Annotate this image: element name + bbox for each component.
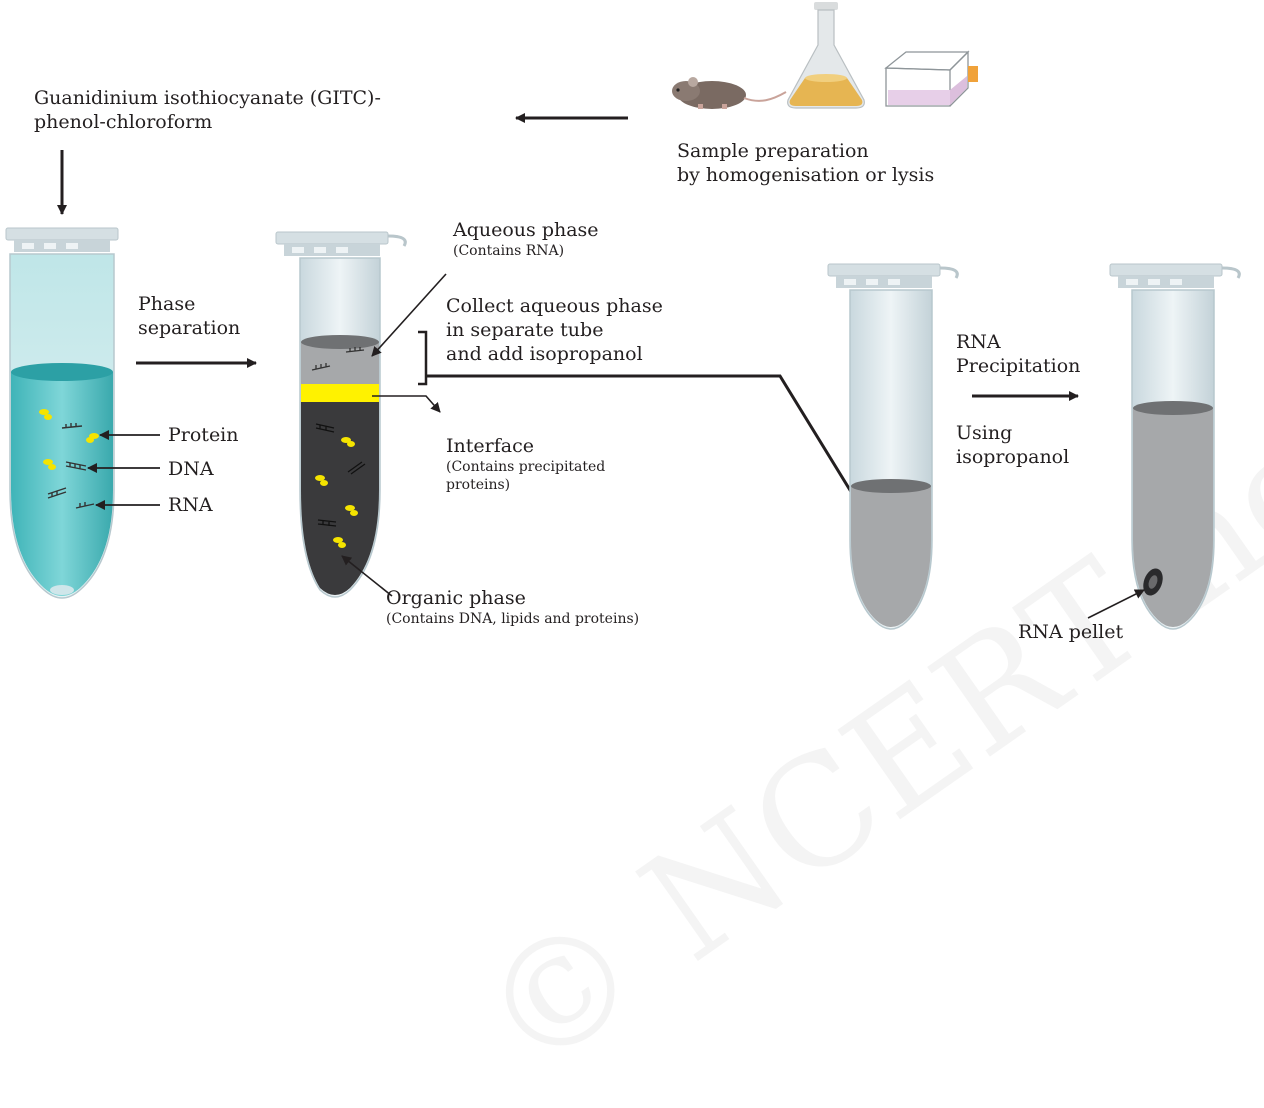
diagram: © NCERT not to be republished — [5, 0, 1264, 1108]
culture-flask-icon — [884, 50, 978, 107]
organic-phase-label: Organic phase (Contains DNA, lipids and … — [386, 587, 640, 627]
tube-collected — [827, 263, 959, 630]
rna-pellet-label: RNA pellet — [1018, 621, 1124, 643]
bracket-aqueous — [418, 330, 428, 386]
phase-separation-label: Phase separation — [138, 293, 241, 339]
erlenmeyer-flask-icon — [787, 2, 865, 109]
protein-label: Protein — [168, 424, 239, 446]
tube-pellet — [1109, 263, 1241, 630]
arrow-pellet — [1087, 589, 1145, 619]
aqueous-phase-label: Aqueous phase (Contains RNA) — [453, 219, 599, 259]
reagent-label: Guanidinium isothiocyanate (GITC)- pheno… — [34, 87, 381, 133]
diagram-art — [5, 2, 1241, 630]
collect-aqueous-label: Collect aqueous phase in separate tube a… — [446, 295, 663, 365]
tube-lysate — [5, 227, 119, 599]
sample-prep-label: Sample preparation by homogenisation or … — [677, 140, 935, 186]
dna-label: DNA — [168, 458, 214, 480]
tube-phases — [275, 231, 407, 598]
rna-precipitation-label: RNA Precipitation — [956, 331, 1081, 377]
rna-label: RNA — [168, 494, 213, 516]
interface-label: Interface (Contains precipitated protein… — [446, 435, 606, 493]
mouse-icon — [672, 77, 787, 109]
arrow-interface — [372, 395, 441, 413]
arrow-organic — [341, 555, 393, 597]
using-isopropanol-label: Using isopropanol — [956, 422, 1070, 468]
arrow-aqueous — [371, 273, 447, 357]
